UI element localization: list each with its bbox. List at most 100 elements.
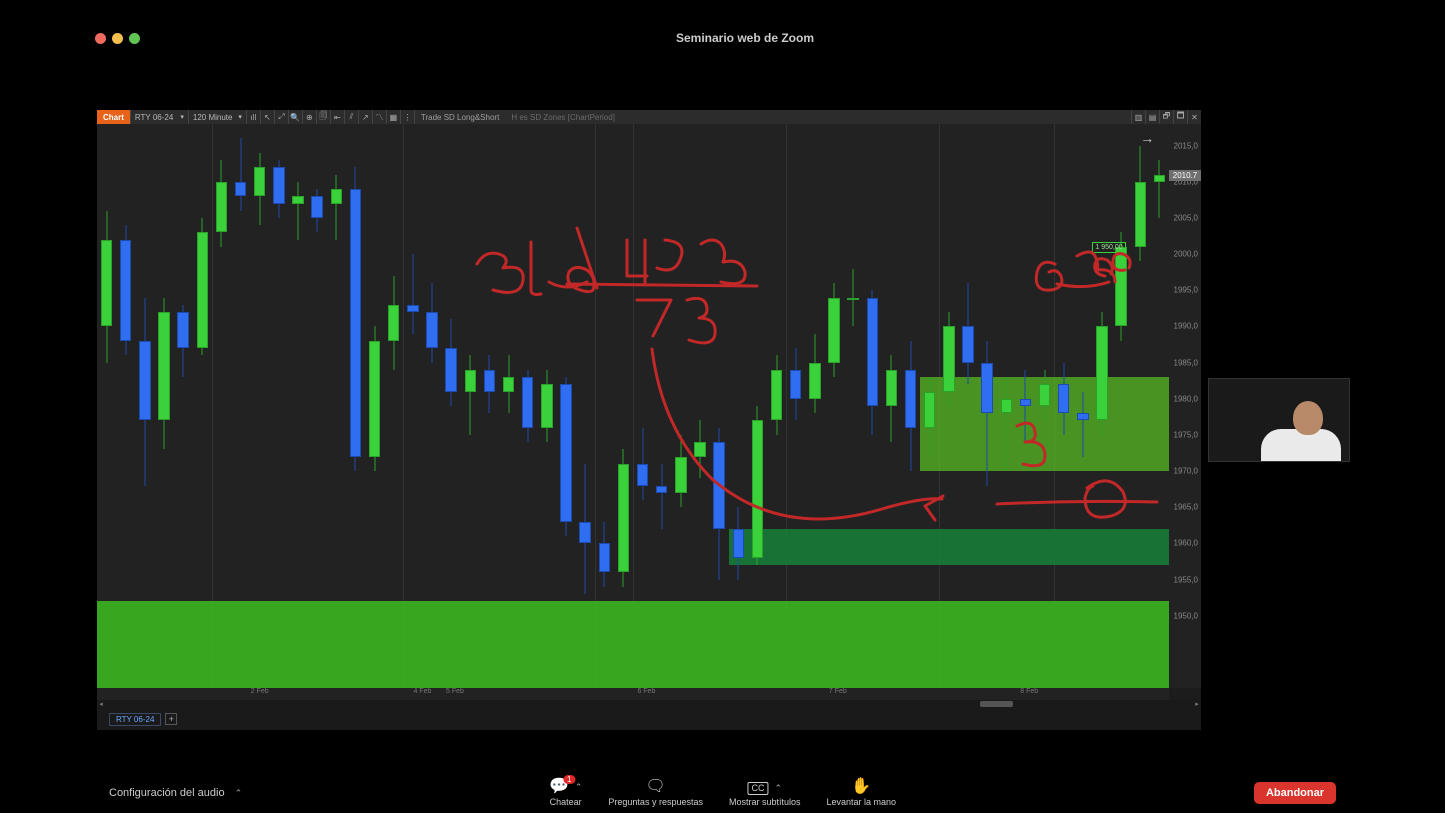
candle bbox=[943, 124, 954, 688]
window-control-icon[interactable]: 🗗 bbox=[1159, 110, 1173, 124]
toolbar-icon[interactable]: ıll bbox=[247, 110, 261, 124]
close-dot[interactable] bbox=[95, 33, 106, 44]
y-tick: 1970,0 bbox=[1174, 467, 1198, 476]
window-control-icon[interactable]: ✕ bbox=[1187, 110, 1201, 124]
y-tick: 2000,0 bbox=[1174, 250, 1198, 259]
candle bbox=[962, 124, 973, 688]
period-select[interactable]: 120 Minute▾ bbox=[189, 110, 247, 124]
candle bbox=[905, 124, 916, 688]
toolbar-icon[interactable]: ▦ bbox=[387, 110, 401, 124]
zoom-control[interactable]: CC⌃Mostrar subtítulos bbox=[729, 782, 801, 807]
toolbar-icon[interactable]: ↖ bbox=[261, 110, 275, 124]
candle bbox=[886, 124, 897, 688]
candle bbox=[828, 124, 839, 688]
x-tick: 8 Feb bbox=[1020, 688, 1038, 695]
symbol-value: RTY 06-24 bbox=[135, 113, 173, 122]
toolbar-icon[interactable]: 🔍 bbox=[289, 110, 303, 124]
candle bbox=[1058, 124, 1069, 688]
window-control-icon[interactable]: ▤ bbox=[1145, 110, 1159, 124]
toolbar-icon[interactable]: ⇤ bbox=[331, 110, 345, 124]
candle bbox=[560, 124, 571, 688]
candle bbox=[867, 124, 878, 688]
candle bbox=[484, 124, 495, 688]
arrow-right-icon: → bbox=[1140, 130, 1154, 146]
candle bbox=[790, 124, 801, 688]
candle bbox=[579, 124, 590, 688]
toolbar-icon[interactable]: ⫽ bbox=[345, 110, 359, 124]
candle bbox=[254, 124, 265, 688]
candle bbox=[292, 124, 303, 688]
y-tick: 1985,0 bbox=[1174, 358, 1198, 367]
person-silhouette bbox=[1261, 391, 1341, 461]
toolbar-icon[interactable]: 〽 bbox=[373, 110, 387, 124]
candle bbox=[541, 124, 552, 688]
toolbar-icon[interactable]: 🗐 bbox=[317, 110, 331, 124]
mac-titlebar: Seminario web de Zoom bbox=[95, 30, 1350, 46]
toolbar-icon[interactable]: ⋮ bbox=[401, 110, 415, 124]
strategy-2[interactable]: H es SD Zones [ChartPeriod] bbox=[505, 113, 621, 122]
strategy-1[interactable]: Trade SD Long&Short bbox=[415, 113, 505, 122]
y-tick: 1955,0 bbox=[1174, 575, 1198, 584]
toolbar-icon[interactable]: ⤢ bbox=[275, 110, 289, 124]
candle bbox=[618, 124, 629, 688]
zoom-control[interactable]: 💬⌃Chatear1 bbox=[549, 779, 582, 807]
candle bbox=[1115, 124, 1126, 688]
symbol-select[interactable]: RTY 06-24▾ bbox=[131, 110, 189, 124]
h-scrollbar[interactable]: ◂ ▸ bbox=[97, 700, 1201, 708]
toolbar-icon[interactable]: ↗ bbox=[359, 110, 373, 124]
zoom-control[interactable]: 🗨Preguntas y respuestas bbox=[608, 779, 703, 807]
zoom-controls: 💬⌃Chatear1 🗨Preguntas y respuestas CC⌃Most… bbox=[549, 779, 896, 807]
scroll-left[interactable]: ◂ bbox=[97, 700, 105, 708]
window-control-icon[interactable]: ▥ bbox=[1131, 110, 1145, 124]
x-tick: 2 Feb bbox=[251, 688, 269, 695]
max-dot[interactable] bbox=[129, 33, 140, 44]
candle bbox=[331, 124, 342, 688]
candle bbox=[1096, 124, 1107, 688]
x-tick: 5 Feb bbox=[446, 688, 464, 695]
candle bbox=[809, 124, 820, 688]
toolbar-icon[interactable]: ⊕ bbox=[303, 110, 317, 124]
candle bbox=[120, 124, 131, 688]
scroll-thumb[interactable] bbox=[980, 701, 1013, 707]
candle bbox=[1154, 124, 1165, 688]
y-axis[interactable]: 2015,02010,02005,02000,01995,01990,01985… bbox=[1169, 124, 1201, 688]
chart-label: Chart bbox=[97, 110, 131, 124]
y-tick: 1975,0 bbox=[1174, 430, 1198, 439]
leave-button[interactable]: Abandonar bbox=[1254, 782, 1336, 804]
x-tick: 7 Feb bbox=[829, 688, 847, 695]
webcam-thumbnail[interactable] bbox=[1208, 378, 1350, 462]
candle bbox=[733, 124, 744, 688]
traffic-lights bbox=[95, 33, 140, 44]
candle bbox=[599, 124, 610, 688]
y-tick: 2015,0 bbox=[1174, 141, 1198, 150]
candle bbox=[924, 124, 935, 688]
scroll-right[interactable]: ▸ bbox=[1193, 700, 1201, 708]
candle bbox=[656, 124, 667, 688]
tab-add[interactable]: + bbox=[165, 713, 177, 725]
candle bbox=[1001, 124, 1012, 688]
candle bbox=[388, 124, 399, 688]
toolbar-icons: ıll↖⤢🔍⊕🗐⇤⫽↗〽▦⋮ bbox=[247, 110, 415, 124]
audio-config[interactable]: Configuración del audio ⌃ bbox=[109, 787, 242, 799]
candle bbox=[350, 124, 361, 688]
tab-symbol[interactable]: RTY 06-24 bbox=[109, 713, 161, 726]
candle bbox=[445, 124, 456, 688]
zoom-toolbar: Configuración del audio ⌃ 💬⌃Chatear1 🗨Pre… bbox=[95, 773, 1350, 813]
toolbar-right: ▥▤🗗🗖✕ bbox=[1131, 110, 1201, 124]
min-dot[interactable] bbox=[112, 33, 123, 44]
chart-plot[interactable]: →1 950,00 bbox=[97, 124, 1169, 688]
candle bbox=[273, 124, 284, 688]
zoom-control[interactable]: ✋Levantar la mano bbox=[827, 779, 897, 807]
y-tick: 1980,0 bbox=[1174, 394, 1198, 403]
candle bbox=[311, 124, 322, 688]
price-marker: 2010.7 bbox=[1169, 170, 1201, 181]
y-tick: 1990,0 bbox=[1174, 322, 1198, 331]
candle bbox=[1020, 124, 1031, 688]
candle bbox=[235, 124, 246, 688]
y-tick: 1995,0 bbox=[1174, 286, 1198, 295]
chevron-up-icon: ⌃ bbox=[235, 788, 243, 799]
candle bbox=[752, 124, 763, 688]
candle bbox=[158, 124, 169, 688]
window-control-icon[interactable]: 🗖 bbox=[1173, 110, 1187, 124]
candle bbox=[694, 124, 705, 688]
